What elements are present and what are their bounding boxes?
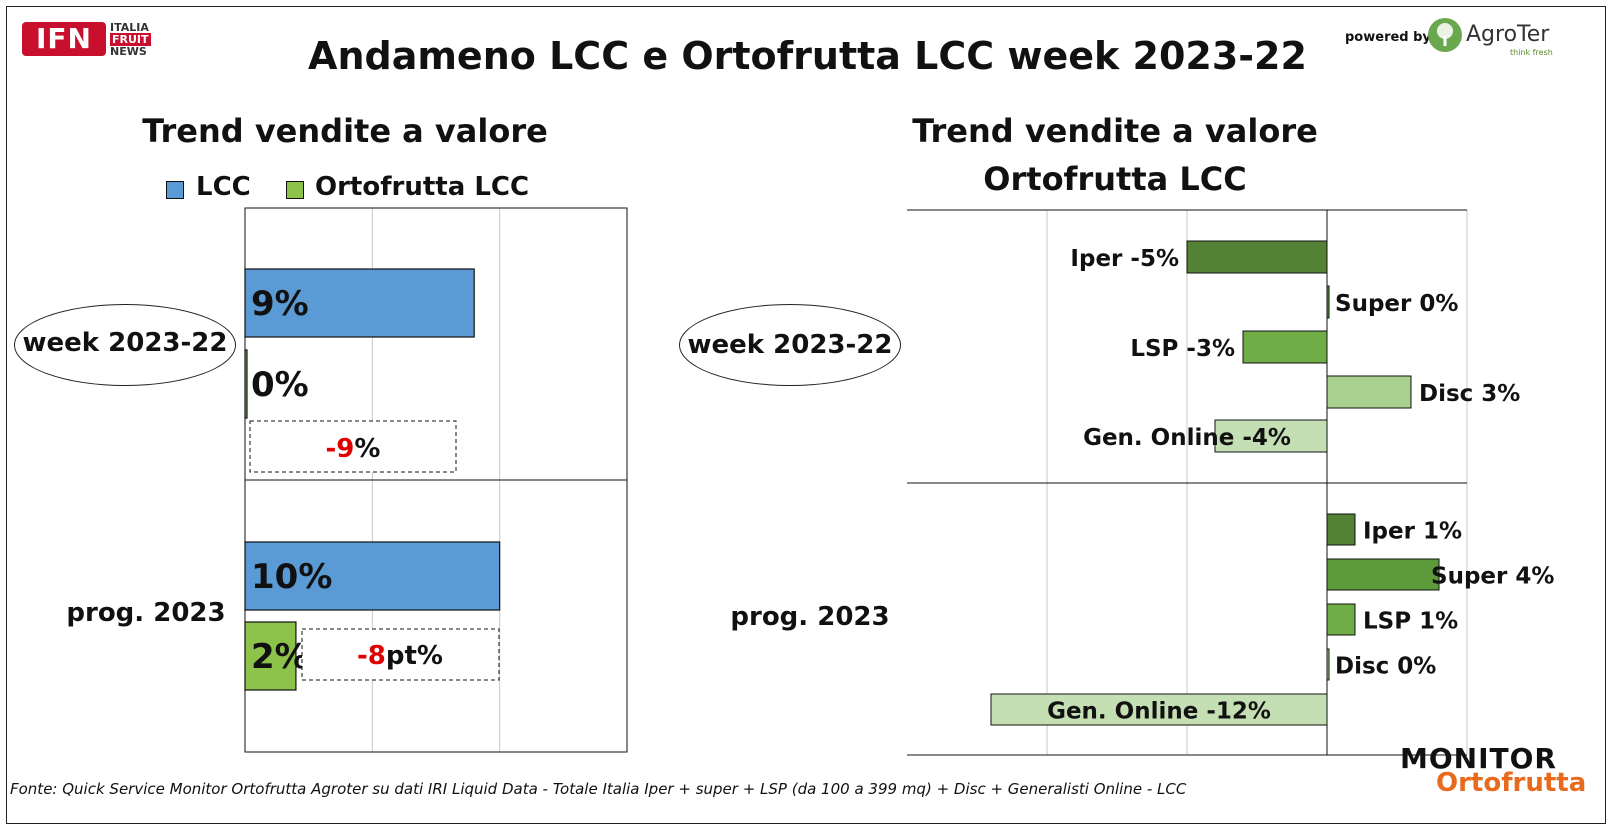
- tree-icon: [1428, 18, 1462, 52]
- gap-annotation-box: [301, 628, 500, 681]
- legend-swatch-ortofrutta: [286, 181, 304, 199]
- right-bar-value-label: Disc 0%: [1335, 654, 1436, 680]
- category-label-week: week 2023-22: [22, 328, 228, 358]
- ifn-tagline-1: ITALIA: [110, 21, 149, 34]
- page-title: Andameno LCC e Ortofrutta LCC week 2023-…: [308, 34, 1307, 78]
- left-bar-lcc: [244, 541, 501, 611]
- right-bar-value-label: LSP 1%: [1363, 609, 1458, 635]
- left-bar-value-label: 9%: [251, 284, 309, 324]
- ifn-logo: IFN ITALIA FRUIT NEWS: [22, 22, 162, 62]
- right-bar-value-label: Disc 3%: [1419, 381, 1520, 407]
- ifn-tagline-2: FRUIT: [110, 33, 151, 46]
- left-bar-ortofrutta-lcc: [244, 621, 297, 691]
- right-bar-iper: [1326, 513, 1356, 546]
- right-bar-value-label: Iper -5%: [1070, 246, 1179, 272]
- right-bar-gen-online: [1214, 419, 1328, 453]
- powered-by-label: powered by: [1345, 30, 1431, 45]
- right-chart-title-line1: Trend vendite a valore: [912, 112, 1318, 150]
- right-bar-super: [1326, 558, 1440, 591]
- right-bar-super: [1326, 285, 1330, 319]
- monitor-logo-line2: Ortofrutta: [1436, 768, 1587, 798]
- right-bar-iper: [1186, 240, 1328, 274]
- right-bar-value-label: Iper 1%: [1363, 519, 1462, 545]
- left-bar-ortofrutta-lcc: [244, 349, 248, 419]
- gap-annotation-box: [249, 420, 457, 473]
- right-bar-value-label: LSP -3%: [1130, 336, 1235, 362]
- ifn-logo-mark: IFN: [22, 22, 106, 56]
- ifn-tagline: ITALIA FRUIT NEWS: [110, 22, 151, 58]
- agroter-name: AgroTer: [1466, 22, 1550, 47]
- legend-label-ortofrutta: Ortofrutta LCC: [315, 172, 530, 202]
- right-bar-value-label: Super 4%: [1431, 564, 1554, 590]
- monitor-logo-line1: MONITOR: [1400, 742, 1557, 775]
- legend-label-lcc: LCC: [196, 172, 251, 202]
- left-bar-lcc: [244, 268, 475, 338]
- right-bar-disc: [1326, 648, 1330, 681]
- left-bar-value-label: 2%: [251, 637, 309, 677]
- gap-annotation-label: -9%: [326, 434, 381, 464]
- right-chart-title-line2: Ortofrutta LCC: [983, 160, 1247, 198]
- right-bar-value-label: Gen. Online -12%: [1047, 699, 1271, 725]
- category-ellipse: [14, 304, 236, 386]
- right-bar-value-label: Gen. Online -4%: [1083, 425, 1291, 451]
- agroter-logo: AgroTer think fresh: [1428, 18, 1558, 58]
- left-chart-title: Trend vendite a valore: [142, 112, 548, 150]
- agroter-slogan: think fresh: [1510, 48, 1553, 57]
- right-bar-lsp: [1326, 603, 1356, 636]
- right-bar-value-label: Super 0%: [1335, 291, 1458, 317]
- category-ellipse: [679, 304, 901, 386]
- category-label-week-right: week 2023-22: [687, 330, 893, 360]
- gap-annotation-label: -8pt%: [357, 641, 443, 671]
- ifn-tagline-3: NEWS: [110, 45, 147, 58]
- right-bar-gen-online: [990, 693, 1328, 726]
- category-label-prog-right: prog. 2023: [730, 602, 890, 632]
- right-bar-disc: [1326, 375, 1412, 409]
- right-bar-lsp: [1242, 330, 1328, 364]
- left-bar-value-label: 10%: [251, 557, 332, 597]
- left-bar-value-label: 0%: [251, 365, 309, 405]
- monitor-ortofrutta-logo: MONITOR Ortofrutta: [1400, 742, 1586, 802]
- category-label-prog: prog. 2023: [66, 598, 226, 628]
- legend-swatch-lcc: [166, 181, 184, 199]
- footer-source: Fonte: Quick Service Monitor Ortofrutta …: [10, 780, 1187, 798]
- chart-frame: [6, 6, 1606, 824]
